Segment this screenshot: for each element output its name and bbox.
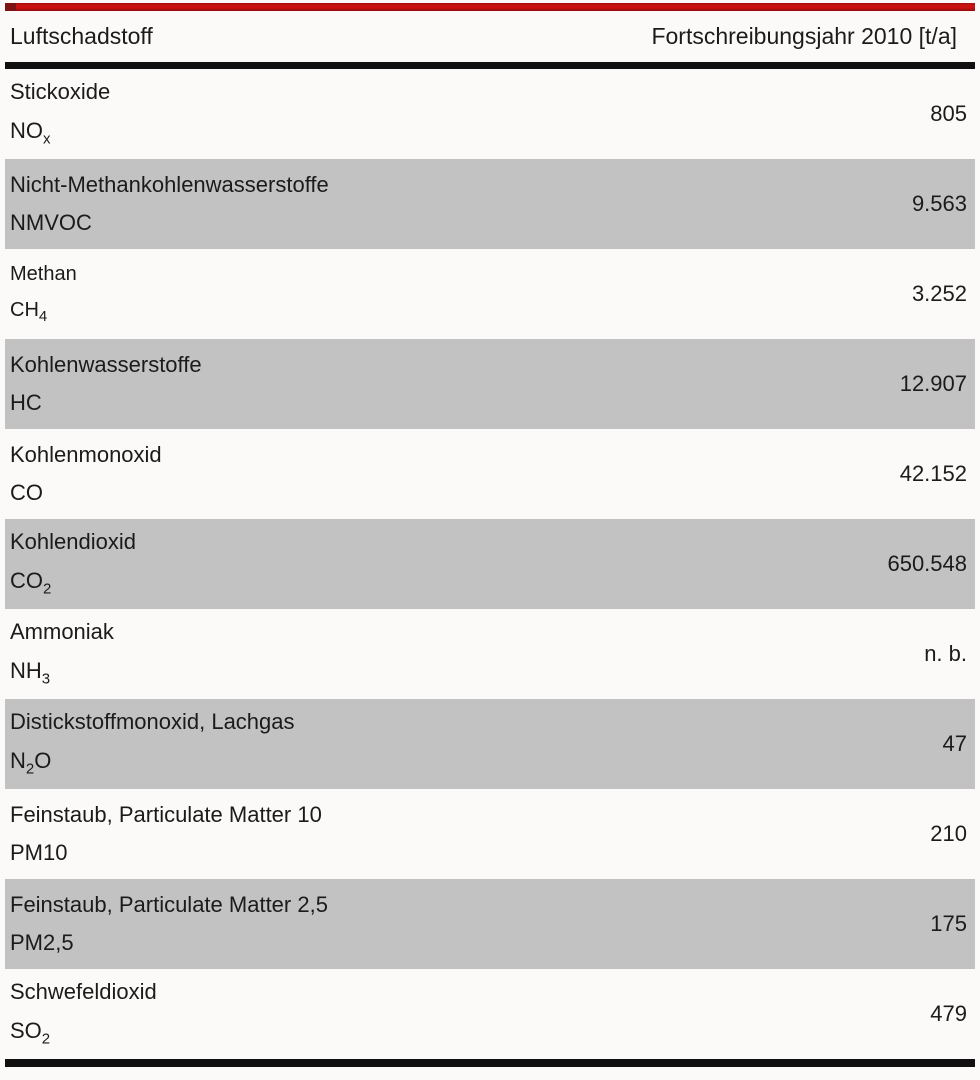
- column-header-pollutant: Luftschadstoff: [10, 23, 153, 49]
- row-value: 479: [930, 1001, 967, 1026]
- pollutant-formula: NOx: [10, 117, 51, 148]
- bottom-rule: [5, 1059, 975, 1067]
- pollutant-name: Nicht-Methankohlenwasserstoffe: [10, 171, 329, 197]
- red-rule-left-cap: [5, 3, 16, 11]
- row-value: 3.252: [911, 281, 967, 306]
- pollutant-name: Stickoxide: [10, 79, 111, 105]
- pollutant-formula: NMVOC: [10, 210, 92, 235]
- row-value: 12.907: [899, 371, 967, 396]
- table-row: Nicht-Methankohlenwasserstoffe NMVOC 9.563: [5, 159, 975, 249]
- table-row: Kohlendioxid CO2 650.548: [5, 519, 975, 609]
- pollutant-name: Methan: [10, 262, 77, 285]
- pollutant-name: Kohlenmonoxid: [10, 441, 162, 467]
- pollutant-cell: Schwefeldioxid SO2: [10, 969, 157, 1059]
- row-value: 805: [930, 101, 967, 126]
- table-row: Methan CH4 3.252: [5, 249, 975, 339]
- pollutant-formula: SO2: [10, 1017, 51, 1048]
- pollutant-name: Feinstaub, Particulate Matter 2,5: [10, 891, 328, 917]
- pollutant-formula: NH3: [10, 657, 51, 688]
- pollutant-name: Feinstaub, Particulate Matter 10: [10, 801, 322, 827]
- pollutant-cell: Methan CH4: [10, 249, 77, 339]
- top-red-rule: [5, 3, 975, 11]
- header-divider-rule: [5, 62, 975, 69]
- pollutant-formula: CO2: [10, 567, 52, 598]
- pollutant-name: Kohlenwasserstoffe: [10, 351, 202, 377]
- pollutant-name: Schwefeldioxid: [10, 979, 157, 1005]
- pollutant-formula: HC: [10, 390, 42, 415]
- table-row: Ammoniak NH3 n. b.: [5, 609, 975, 699]
- pollutant-cell: Kohlendioxid CO2: [10, 519, 136, 609]
- row-value: n. b.: [924, 641, 967, 666]
- pollutant-cell: Distickstoffmonoxid, Lachgas N2O: [10, 699, 295, 789]
- column-header-value-2010: Fortschreibungsjahr 2010 [t/a]: [651, 23, 957, 49]
- table-row: Schwefeldioxid SO2 479: [5, 969, 975, 1059]
- table-row: Feinstaub, Particulate Matter 10 PM10 210: [5, 789, 975, 879]
- pollutant-name: Ammoniak: [10, 619, 114, 645]
- table-header-row: Luftschadstoff Fortschreibungsjahr 2010 …: [5, 11, 975, 62]
- row-value: 9.563: [911, 191, 967, 216]
- row-value: 210: [930, 821, 967, 846]
- row-value: 47: [942, 731, 967, 756]
- row-value: 650.548: [887, 551, 967, 576]
- table-row: Distickstoffmonoxid, Lachgas N2O 47: [5, 699, 975, 789]
- pollutant-formula: N2O: [10, 747, 52, 778]
- table-row: Stickoxide NOx 805: [5, 69, 975, 159]
- pollutant-formula: PM2,5: [10, 930, 74, 955]
- table-row: Kohlenwasserstoffe HC 12.907: [5, 339, 975, 429]
- pollutant-cell: Ammoniak NH3: [10, 609, 114, 699]
- row-value: 42.152: [899, 461, 967, 486]
- table-body: Stickoxide NOx 805 Nicht-Methankohlenwasser…: [5, 69, 975, 1059]
- pollutant-name: Distickstoffmonoxid, Lachgas: [10, 709, 295, 735]
- pollutant-cell: Kohlenmonoxid CO: [10, 429, 162, 519]
- pollutant-cell: Feinstaub, Particulate Matter 10 PM10: [10, 789, 322, 879]
- table-row: Feinstaub, Particulate Matter 2,5 PM2,5 17…: [5, 879, 975, 969]
- pollutant-formula: CH4: [10, 298, 48, 325]
- pollutant-cell: Kohlenwasserstoffe HC: [10, 339, 202, 429]
- pollutant-formula: PM10: [10, 840, 68, 865]
- table-row: Kohlenmonoxid CO 42.152: [5, 429, 975, 519]
- pollutant-formula: CO: [10, 480, 43, 505]
- row-value: 175: [930, 911, 967, 936]
- pollutant-cell: Stickoxide NOx: [10, 69, 110, 159]
- pollutant-name: Kohlendioxid: [10, 529, 136, 555]
- pollutant-cell: Feinstaub, Particulate Matter 2,5 PM2,5: [10, 879, 328, 969]
- pollutant-cell: Nicht-Methankohlenwasserstoffe NMVOC: [10, 159, 329, 249]
